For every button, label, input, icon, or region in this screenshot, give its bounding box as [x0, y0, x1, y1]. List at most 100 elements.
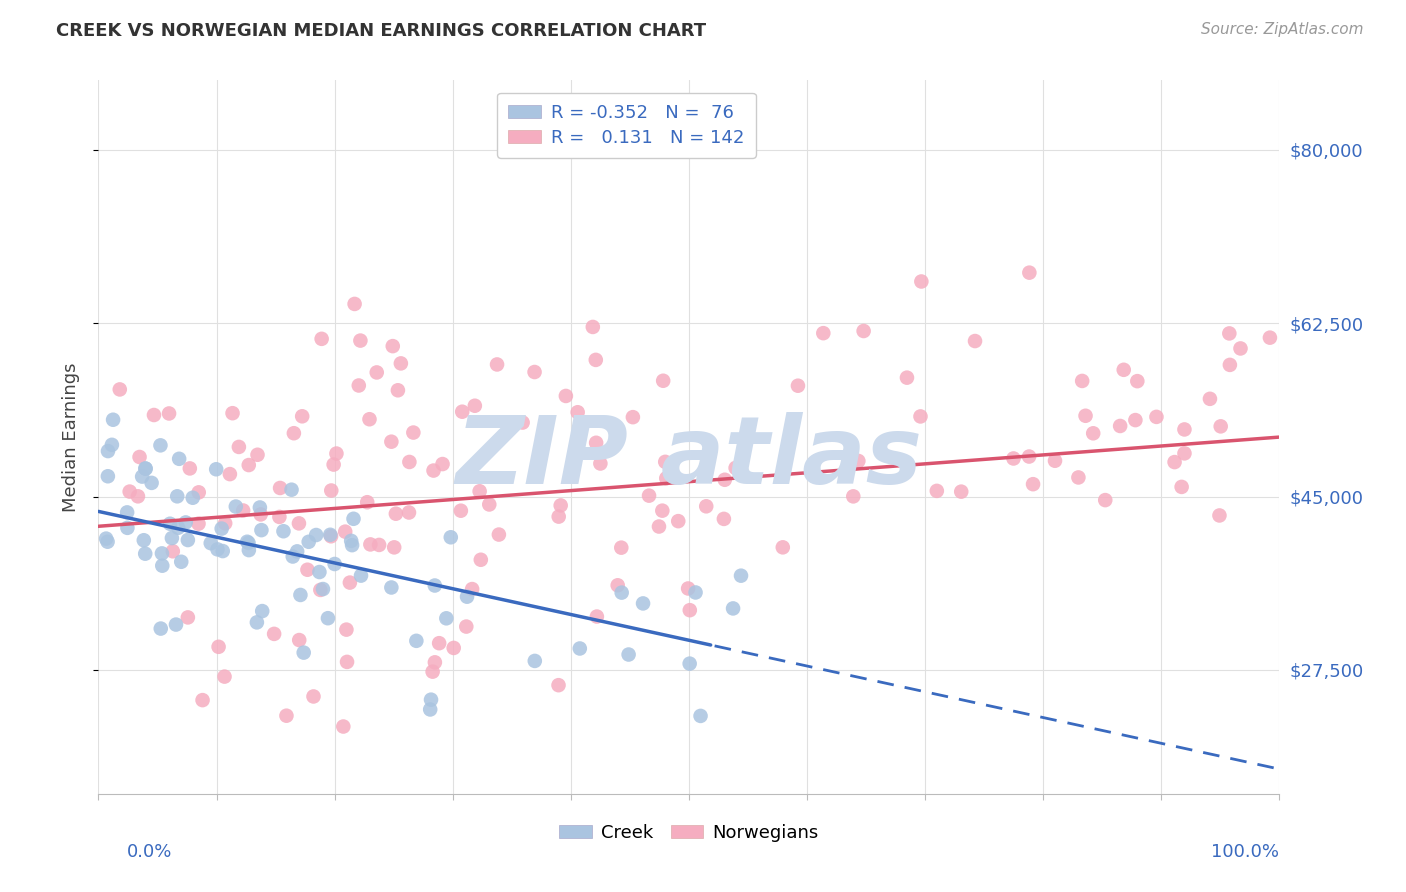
Point	[323, 557, 346, 571]
Point	[461, 582, 484, 596]
Point	[225, 500, 247, 514]
Point	[325, 446, 347, 460]
Point	[246, 448, 269, 462]
Point	[127, 489, 149, 503]
Point	[321, 483, 343, 498]
Point	[236, 534, 259, 549]
Point	[356, 495, 378, 509]
Point	[610, 585, 633, 599]
Point	[1199, 392, 1222, 406]
Point	[655, 471, 678, 485]
Point	[238, 536, 260, 550]
Point	[207, 542, 229, 557]
Point	[1125, 413, 1147, 427]
Point	[347, 378, 370, 392]
Point	[846, 454, 869, 468]
Point	[1067, 470, 1090, 484]
Point	[547, 678, 569, 692]
Point	[177, 610, 200, 624]
Point	[679, 603, 702, 617]
Point	[648, 519, 671, 533]
Point	[1002, 451, 1025, 466]
Point	[1208, 508, 1230, 523]
Point	[118, 484, 141, 499]
Point	[450, 504, 472, 518]
Point	[340, 533, 363, 548]
Point	[651, 503, 673, 517]
Point	[319, 528, 342, 542]
Point	[159, 516, 181, 531]
Point	[166, 489, 188, 503]
Point	[398, 506, 420, 520]
Point	[283, 426, 305, 441]
Text: ZIP atlas: ZIP atlas	[456, 412, 922, 505]
Point	[285, 544, 308, 558]
Point	[269, 481, 291, 495]
Point	[117, 521, 139, 535]
Point	[443, 640, 465, 655]
Point	[398, 455, 420, 469]
Point	[165, 617, 187, 632]
Point	[187, 516, 209, 531]
Point	[434, 611, 457, 625]
Point	[1258, 331, 1281, 345]
Point	[149, 622, 172, 636]
Point	[713, 512, 735, 526]
Point	[1043, 454, 1066, 468]
Point	[177, 533, 200, 547]
Point	[340, 538, 363, 552]
Point	[950, 484, 973, 499]
Point	[963, 334, 986, 348]
Point	[316, 611, 339, 625]
Y-axis label: Median Earnings: Median Earnings	[62, 362, 80, 512]
Point	[108, 383, 131, 397]
Point	[1094, 493, 1116, 508]
Point	[131, 469, 153, 483]
Point	[422, 464, 444, 478]
Point	[585, 435, 607, 450]
Point	[1074, 409, 1097, 423]
Point	[319, 529, 342, 543]
Point	[679, 657, 702, 671]
Point	[1018, 266, 1040, 280]
Point	[1163, 455, 1185, 469]
Point	[554, 389, 576, 403]
Point	[339, 575, 361, 590]
Point	[910, 275, 932, 289]
Point	[405, 633, 427, 648]
Point	[249, 508, 271, 522]
Point	[276, 708, 298, 723]
Point	[167, 521, 190, 535]
Point	[381, 339, 404, 353]
Point	[128, 450, 150, 464]
Point	[423, 656, 446, 670]
Point	[250, 604, 273, 618]
Point	[585, 352, 607, 367]
Point	[308, 565, 330, 579]
Point	[368, 538, 391, 552]
Point	[813, 326, 835, 340]
Point	[787, 378, 810, 392]
Point	[141, 475, 163, 490]
Point	[402, 425, 425, 440]
Point	[97, 469, 120, 483]
Point	[432, 457, 454, 471]
Point	[652, 374, 675, 388]
Point	[685, 585, 707, 599]
Point	[335, 524, 357, 539]
Point	[298, 534, 321, 549]
Point	[246, 615, 269, 630]
Point	[288, 633, 311, 648]
Point	[380, 434, 402, 449]
Point	[219, 467, 242, 482]
Point	[200, 536, 222, 550]
Point	[250, 523, 273, 537]
Point	[427, 636, 450, 650]
Point	[1083, 426, 1105, 441]
Point	[211, 522, 233, 536]
Point	[382, 541, 405, 555]
Point	[174, 516, 197, 530]
Point	[666, 514, 689, 528]
Point	[589, 457, 612, 471]
Point	[1173, 446, 1195, 460]
